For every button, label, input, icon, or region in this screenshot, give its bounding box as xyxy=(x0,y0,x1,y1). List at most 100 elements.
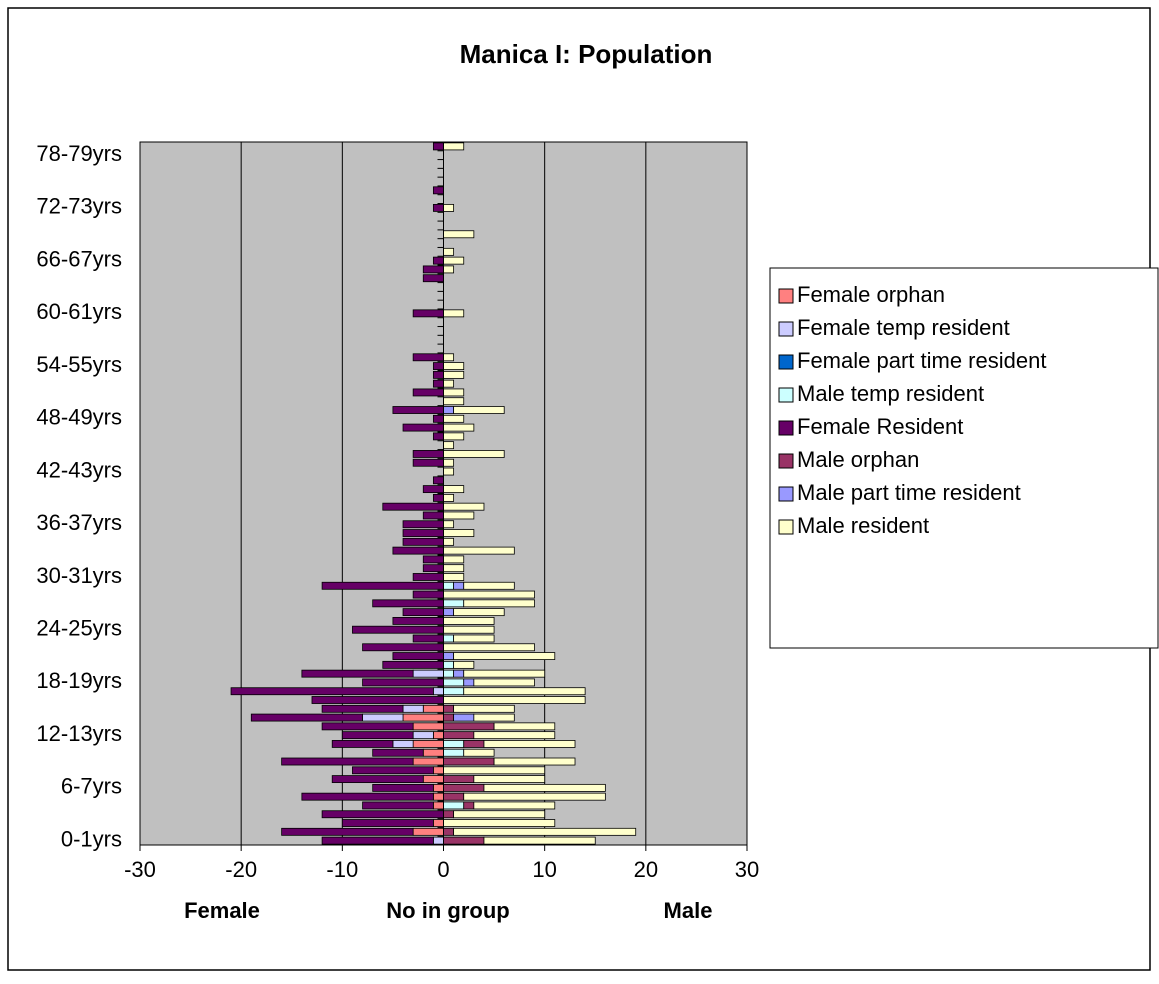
bar xyxy=(422,274,444,283)
bar xyxy=(443,546,515,555)
annotation: Male xyxy=(664,898,713,923)
legend-label: Female part time resident xyxy=(797,348,1046,373)
bar xyxy=(443,414,465,423)
bar xyxy=(422,564,444,573)
bar xyxy=(412,722,444,731)
y-tick-label: 72-73yrs xyxy=(36,194,122,219)
bar xyxy=(453,827,637,836)
bar xyxy=(432,379,444,388)
bar xyxy=(443,573,465,581)
bar xyxy=(362,801,434,810)
bar xyxy=(432,783,444,792)
bar xyxy=(432,476,444,485)
bar xyxy=(443,810,455,819)
legend-label: Male orphan xyxy=(797,447,919,472)
bar xyxy=(443,827,455,836)
bar xyxy=(382,502,444,511)
bar xyxy=(443,678,465,687)
bar xyxy=(402,529,444,537)
bar xyxy=(443,406,455,414)
legend-label: Male part time resident xyxy=(797,480,1021,505)
bar xyxy=(422,775,444,784)
bar xyxy=(412,731,434,740)
y-tick-label: 60-61yrs xyxy=(36,299,122,324)
bar xyxy=(412,827,444,836)
x-tick-label: -30 xyxy=(124,857,156,882)
bar xyxy=(362,713,404,722)
bar xyxy=(453,660,475,669)
bar xyxy=(432,766,444,775)
legend-label: Male resident xyxy=(797,513,929,538)
bar xyxy=(463,678,475,687)
bar xyxy=(483,740,576,748)
bar xyxy=(352,766,434,775)
bar xyxy=(443,256,465,265)
legend-label: Male temp resident xyxy=(797,381,984,406)
bar xyxy=(463,801,475,810)
legend-box xyxy=(769,267,1159,649)
legend-swatch xyxy=(778,519,794,535)
bar xyxy=(372,599,444,608)
bar xyxy=(443,660,455,669)
bar xyxy=(392,740,414,748)
bar xyxy=(473,775,546,784)
bar xyxy=(453,652,556,660)
bar xyxy=(402,537,444,546)
y-tick-label: 0-1yrs xyxy=(61,826,122,851)
bar xyxy=(281,757,414,766)
bar xyxy=(432,819,444,827)
bar xyxy=(422,704,444,713)
y-tick-label: 36-37yrs xyxy=(36,510,122,535)
bar xyxy=(362,643,444,652)
bar xyxy=(301,669,414,678)
bar xyxy=(412,573,444,581)
bar xyxy=(443,696,586,704)
bar xyxy=(463,792,606,801)
bar xyxy=(443,634,455,643)
bar xyxy=(443,722,495,731)
bar xyxy=(432,203,444,212)
bar xyxy=(412,450,444,458)
bar xyxy=(443,362,465,370)
bar xyxy=(453,581,465,590)
bar xyxy=(443,370,465,379)
x-axis-label: No in group xyxy=(386,898,509,923)
bar xyxy=(453,608,505,617)
y-tick-label: 42-43yrs xyxy=(36,457,122,482)
bar xyxy=(412,740,444,748)
bar xyxy=(443,520,455,529)
bar xyxy=(453,704,515,713)
legend-swatch xyxy=(778,288,794,304)
bar xyxy=(443,529,475,537)
bar xyxy=(432,493,444,502)
bar xyxy=(443,432,465,441)
bar xyxy=(392,546,444,555)
bar xyxy=(443,537,455,546)
bar xyxy=(432,186,444,195)
legend-label: Female Resident xyxy=(797,414,963,439)
bar xyxy=(422,265,444,274)
bar xyxy=(412,309,444,318)
bar xyxy=(412,388,444,397)
bar xyxy=(443,748,465,757)
bar xyxy=(443,467,455,476)
bar xyxy=(432,362,444,370)
bar xyxy=(483,783,606,792)
bar xyxy=(493,722,556,731)
bar xyxy=(443,423,475,432)
bar xyxy=(352,625,444,634)
bar xyxy=(402,704,424,713)
bar xyxy=(443,819,556,827)
bar xyxy=(281,827,414,836)
bar xyxy=(463,581,515,590)
bar xyxy=(412,353,444,362)
bar xyxy=(443,353,455,362)
bar xyxy=(392,406,444,414)
bar xyxy=(432,256,444,265)
bar xyxy=(422,748,444,757)
bar xyxy=(412,669,444,678)
bar xyxy=(372,783,434,792)
legend-label: Female temp resident xyxy=(797,315,1010,340)
bar xyxy=(453,669,465,678)
